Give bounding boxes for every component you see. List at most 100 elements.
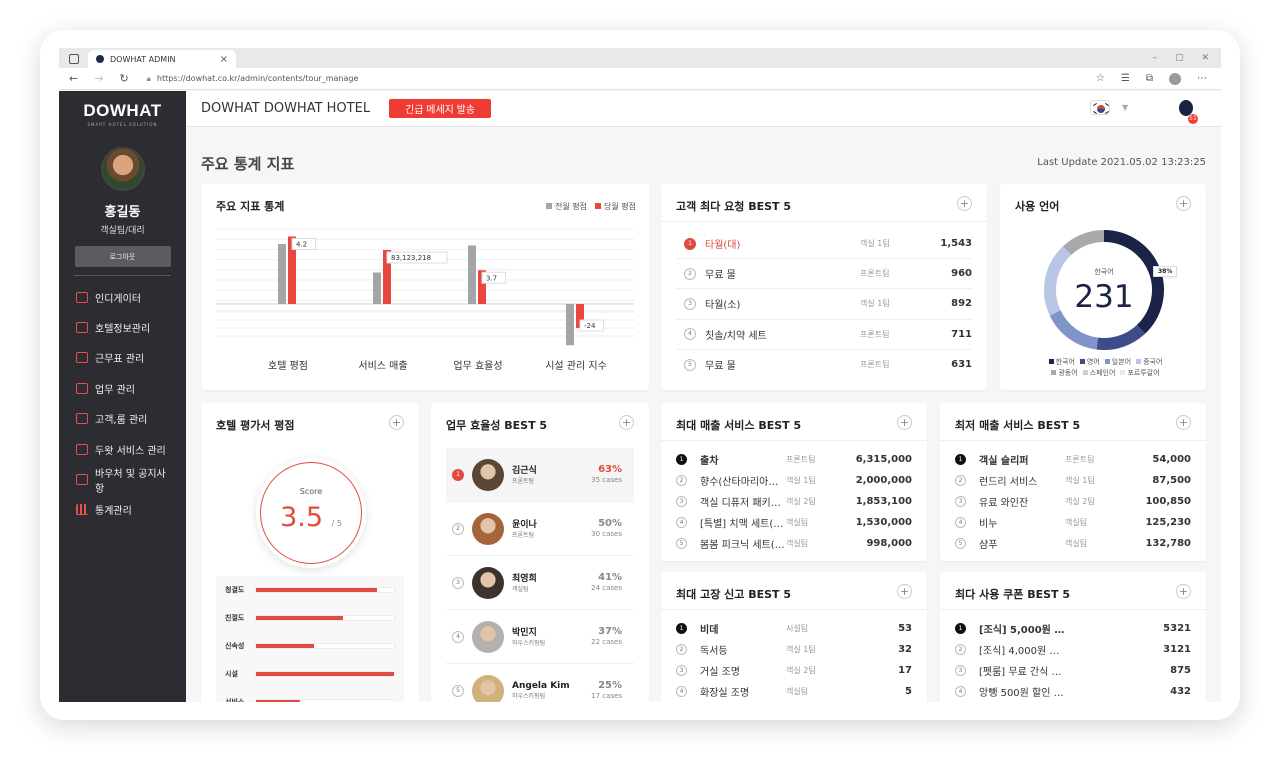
item-value: 892 xyxy=(951,298,972,310)
staff-row[interactable]: 2 윤이나 프론트팀 50% 30 cases xyxy=(446,502,634,556)
list-item[interactable]: 2 향수(산타마리아노벨… 객실 1팀 2,000,000 xyxy=(676,470,912,491)
expand-plus-icon[interactable]: + xyxy=(1176,584,1191,599)
expand-plus-icon[interactable]: + xyxy=(1176,196,1191,211)
sidebar-item-label: 바우처 및 공지사항 xyxy=(95,468,166,495)
list-item[interactable]: 2 런드리 서비스 객실 1팀 87,500 xyxy=(955,470,1191,491)
collections-icon[interactable]: ☰ xyxy=(1120,73,1130,84)
sidebar-item-statistics[interactable]: 통계관리 xyxy=(76,495,171,525)
maximize-button[interactable]: ▢ xyxy=(1174,53,1184,63)
minimize-button[interactable]: – xyxy=(1152,53,1157,63)
item-name: [조식] 4,000원 할인 xyxy=(979,646,1065,657)
list-item[interactable]: 3 유료 와인잔 객실 2팀 100,850 xyxy=(955,491,1191,512)
rank-badge: 1 xyxy=(676,623,687,634)
list-item[interactable]: 2 무료 물 프론트팀 960 xyxy=(676,259,972,290)
item-name: [조식] 5,000원 할인 xyxy=(979,625,1065,636)
data-label-1: 83,123,218 xyxy=(391,254,431,262)
rating-track xyxy=(255,699,395,702)
user-name: 홍길동 xyxy=(104,205,141,220)
staff-name: Angela Kim xyxy=(512,680,570,691)
device-frame: DOWHAT ADMIN × – ▢ ✕ ← → ↻ 🔒︎ https://do… xyxy=(40,30,1240,720)
staff-row[interactable]: 3 최영희 객실팀 41% 24 cases xyxy=(446,556,634,610)
item-name: 무료 물 xyxy=(705,270,736,282)
list-item[interactable]: 1 타월(대) 객실 1팀 1,543 xyxy=(676,229,972,260)
list-item[interactable]: 5 샴푸 객실팀 132,780 xyxy=(955,533,1191,554)
sidebar-item-indicator[interactable]: 인디게이터 xyxy=(76,282,171,312)
logo[interactable]: DOWHAT xyxy=(83,101,162,120)
back-icon[interactable]: ← xyxy=(69,72,79,85)
forward-icon[interactable]: → xyxy=(94,72,104,85)
refresh-icon[interactable]: ↻ xyxy=(119,72,129,85)
rating-row: 시설 xyxy=(216,660,404,688)
data-label-box-1 xyxy=(386,251,448,264)
sidebar-item-schedule[interactable]: 근무표 관리 xyxy=(76,343,171,373)
list-item[interactable]: 3 타월(소) 객실 1팀 892 xyxy=(676,289,972,320)
tab-close-icon[interactable]: × xyxy=(219,53,228,65)
expand-plus-icon[interactable]: + xyxy=(389,415,404,430)
list-item[interactable]: 2 [조식] 4,000원 할인 3121 xyxy=(955,639,1191,660)
staff-row[interactable]: 1 김근식 프론트팀 63% 35 cases xyxy=(446,448,634,502)
list-item[interactable]: 4 비누 객실팀 125,230 xyxy=(955,512,1191,533)
notification-bell-icon[interactable] xyxy=(1179,100,1193,116)
tab-actions-icon[interactable] xyxy=(69,54,79,64)
list-item[interactable]: 1 비데 시설팀 53 xyxy=(676,618,912,639)
rank-badge: 4 xyxy=(684,328,696,341)
expand-plus-icon[interactable]: + xyxy=(1176,415,1191,430)
browser-tab[interactable]: DOWHAT ADMIN × xyxy=(88,50,236,68)
item-dept: 시설팀 xyxy=(786,624,809,633)
staff-cases: 35 cases xyxy=(591,476,622,484)
profile-avatar-icon[interactable] xyxy=(1169,72,1181,85)
card-title: 고객 최다 요청 BEST 5 xyxy=(676,200,792,213)
more-menu-icon[interactable]: ⋯ xyxy=(1197,73,1207,84)
sidebar-item-services[interactable]: 두왓 서비스 관리 xyxy=(76,434,171,464)
korea-flag-icon[interactable] xyxy=(1090,100,1110,115)
list-item[interactable]: 3 객실 디퓨저 패키지(Ro… 객실 2팀 1,853,100 xyxy=(676,491,912,512)
list-item[interactable]: 3 거실 조명 객실 2팀 17 xyxy=(676,660,912,681)
expand-plus-icon[interactable]: + xyxy=(897,584,912,599)
bar-prev-0 xyxy=(278,244,286,304)
lock-icon[interactable]: 🔒︎ xyxy=(146,73,151,83)
bar-curr-1 xyxy=(383,250,391,304)
staff-row[interactable]: 4 박민지 하우스키핑팀 37% 22 cases xyxy=(446,610,634,664)
data-label-0: 4.2 xyxy=(296,241,307,249)
chevron-down-icon[interactable]: ▼ xyxy=(1122,103,1129,112)
faults-card: 최대 고장 신고 BEST 5 + 1 비데 시설팀 53 2 독서등 객실 1… xyxy=(661,572,927,702)
staff-row[interactable]: 5 Angela Kim 하우스키핑팀 25% 17 cases xyxy=(446,664,634,702)
close-window-button[interactable]: ✕ xyxy=(1201,53,1209,63)
item-name: 샴푸 xyxy=(979,540,998,551)
item-name: 향수(산타마리아노벨… xyxy=(700,477,786,488)
emergency-message-button[interactable]: 긴급 메세지 발송 xyxy=(389,99,492,118)
list-item[interactable]: 5 봄봄 피크닉 세트(클럽… 객실팀 998,000 xyxy=(676,533,912,554)
list-item[interactable]: 1 [조식] 5,000원 할인 5321 xyxy=(955,618,1191,639)
item-value: 54,000 xyxy=(1152,454,1191,465)
rank-badge: 2 xyxy=(676,644,687,655)
sidebar-item-hotel-info[interactable]: 호텔정보관리 xyxy=(76,312,171,342)
logout-button[interactable]: 로그아웃 xyxy=(74,246,171,267)
sidebar-item-vouchers[interactable]: 바우처 및 공지사항 xyxy=(76,464,171,495)
rating-track xyxy=(255,643,395,649)
data-label-box-3 xyxy=(579,319,605,332)
list-item[interactable]: 3 [펫룸] 무료 간식 쿠폰 875 xyxy=(955,660,1191,681)
sidebar-item-customers-rooms[interactable]: 고객,룸 관리 xyxy=(76,404,171,434)
top-sales-list: 1 출차 프론트팀 6,315,000 2 향수(산타마리아노벨… 객실 1팀 … xyxy=(676,449,912,554)
extensions-icon[interactable]: ⧉ xyxy=(1145,73,1153,84)
list-item[interactable]: 4 화장실 조명 객실팀 5 xyxy=(676,681,912,702)
list-item[interactable]: 2 독서등 객실 1팀 32 xyxy=(676,639,912,660)
item-value: 5321 xyxy=(1163,623,1191,634)
favorite-star-icon[interactable]: ☆ xyxy=(1095,73,1105,84)
legend-item: 광동어 xyxy=(1046,369,1078,377)
item-value: 1,543 xyxy=(940,238,972,250)
bar-curr-0 xyxy=(288,236,296,304)
list-item[interactable]: 4 앙뺑 500원 할인 쿠폰 432 xyxy=(955,681,1191,702)
expand-plus-icon[interactable]: + xyxy=(619,415,634,430)
list-item[interactable]: 1 객실 슬리퍼 프론트팀 54,000 xyxy=(955,449,1191,470)
list-item[interactable]: 1 출차 프론트팀 6,315,000 xyxy=(676,449,912,470)
staff-percent: 63% xyxy=(598,464,622,475)
expand-plus-icon[interactable]: + xyxy=(897,415,912,430)
expand-plus-icon[interactable]: + xyxy=(957,196,972,211)
url-field[interactable]: https://dowhat.co.kr/admin/contents/tour… xyxy=(156,74,359,83)
list-item[interactable]: 4 [특별] 치맥 세트(치킨 … 객실팀 1,530,000 xyxy=(676,512,912,533)
staff-dept: 하우스키핑팀 xyxy=(512,692,546,700)
sidebar-item-tasks[interactable]: 업무 관리 xyxy=(76,373,171,403)
list-item[interactable]: 4 칫솔/치약 세트 프론트팀 711 xyxy=(676,320,972,350)
list-item[interactable]: 5 무료 물 프론트팀 631 xyxy=(676,350,972,380)
